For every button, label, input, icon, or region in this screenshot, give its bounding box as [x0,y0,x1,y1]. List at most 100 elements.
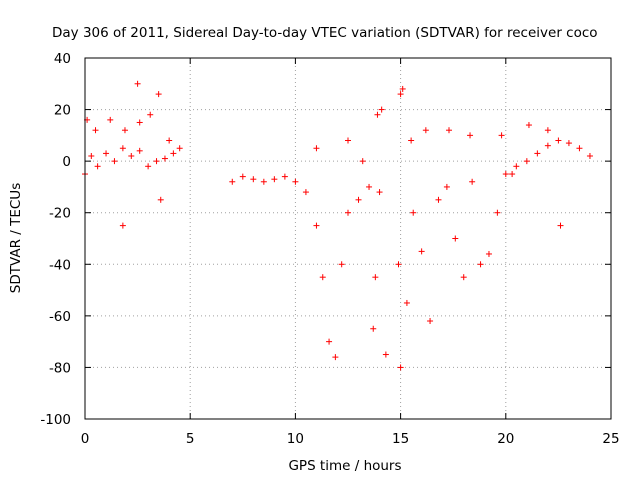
x-tick-label: 5 [186,431,195,447]
y-tick-label: 40 [54,51,71,67]
data-point [397,91,404,98]
data-point [525,122,532,129]
data-point [555,137,562,144]
y-tick-label: 0 [62,154,71,170]
data-point [176,145,183,152]
data-point [153,158,160,165]
data-point [576,145,583,152]
data-point [422,127,429,134]
data-point [161,155,168,162]
x-tick-label: 20 [497,431,514,447]
x-tick-label: 0 [81,431,90,447]
y-axis-label: SDTVAR / TECUs [8,183,24,293]
data-point [534,150,541,157]
y-tick-label: -40 [49,257,71,273]
data-point [366,183,373,190]
x-tick-label: 25 [602,431,619,447]
data-point [544,127,551,134]
data-point [544,142,551,149]
data-point [292,178,299,185]
data-point [94,163,101,170]
data-point [359,158,366,165]
data-point [557,222,564,229]
data-point [271,176,278,183]
data-point [170,150,177,157]
data-point [345,209,351,216]
x-tick-label: 15 [392,431,409,447]
data-point [469,178,476,185]
data-point [147,111,154,118]
data-point [166,137,173,144]
data-point [92,127,99,134]
data-point [345,137,351,144]
data-point [376,189,383,196]
data-point [302,189,309,196]
data-point [136,119,143,126]
y-tick-label: 20 [54,103,71,119]
data-point [128,152,135,159]
data-point [467,132,474,139]
data-point [513,163,520,170]
y-tick-label: -20 [49,206,71,222]
axes: 0 5 10 15 20 25 -100 -80 -60 -40 -20 0 20 40 [40,51,619,447]
data-point [372,274,379,281]
data-points [82,80,593,371]
data-point [313,222,320,229]
data-point [403,299,410,306]
data-point [378,106,385,113]
data-point [134,80,141,87]
data-point [88,152,95,159]
data-point [382,351,389,358]
y-tick-label: -60 [49,309,71,325]
data-point [103,150,110,157]
data-point [427,318,434,325]
data-point [509,171,516,178]
data-point [477,261,484,268]
plot-frame [84,57,612,420]
data-point [418,248,425,255]
y-tick-label: -80 [49,360,71,376]
data-point [408,137,415,144]
data-point [399,85,406,92]
data-point [313,145,320,152]
data-point [157,196,164,203]
data-point [107,116,114,123]
data-point [565,140,572,147]
data-point [498,132,505,139]
data-point [250,176,257,183]
data-point [239,173,246,180]
grid-lines [85,58,611,419]
data-point [410,209,417,216]
data-point [326,338,333,345]
data-point [119,222,126,229]
data-point [281,173,288,180]
chart-title: Day 306 of 2011, Sidereal Day-to-day VTE… [52,25,598,41]
data-point [229,178,236,185]
data-point [586,152,593,159]
data-point [338,261,345,268]
data-point [119,145,126,152]
y-tick-label: -100 [40,412,71,428]
data-point [435,196,442,203]
data-point [485,250,492,257]
data-point [155,91,162,98]
data-point [502,171,509,178]
data-point [319,274,326,281]
data-point [111,158,118,165]
data-point [397,364,404,371]
data-point [374,111,381,118]
data-point [443,183,450,190]
data-point [332,354,339,361]
data-point [121,127,128,134]
data-point [355,196,362,203]
data-point [370,325,377,332]
data-point [145,163,152,170]
data-point [523,158,530,165]
data-point [445,127,452,134]
x-axis-label: GPS time / hours [288,458,401,474]
data-point [260,178,267,185]
data-point [494,209,501,216]
x-tick-label: 10 [287,431,304,447]
data-point [136,147,143,154]
